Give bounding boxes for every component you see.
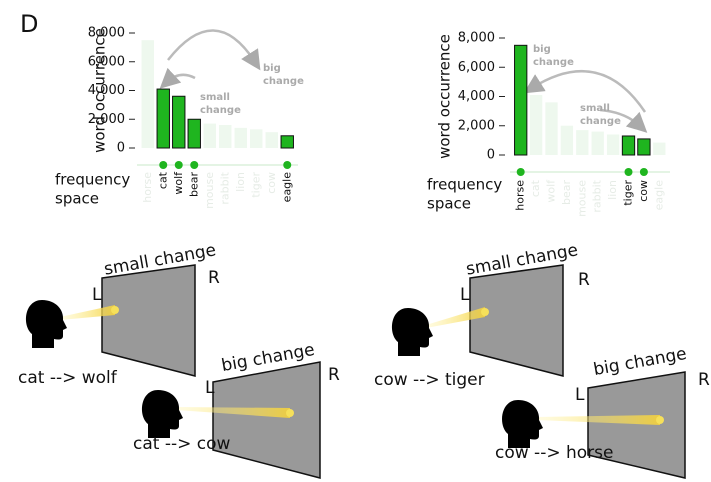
x-tick-label: cow xyxy=(637,180,650,202)
figure: D word occurrence 0 2,000 4,000 6,000 8,000 ho… xyxy=(0,0,711,482)
light-spot xyxy=(111,306,119,314)
bar xyxy=(530,95,542,155)
y-tick-label: 6,000 xyxy=(458,60,495,75)
head xyxy=(142,390,183,438)
screen xyxy=(102,265,195,376)
bar xyxy=(561,126,573,155)
x-tick-label: bear xyxy=(560,180,573,205)
annotation: change xyxy=(263,76,304,87)
x-tick-label: cow xyxy=(265,172,278,194)
screen xyxy=(470,265,563,376)
y-tick-label: 0 xyxy=(117,141,125,156)
bar xyxy=(638,139,650,155)
panel-label: D xyxy=(20,10,38,38)
bar xyxy=(592,132,604,155)
category-dot xyxy=(190,161,198,169)
right-label: R xyxy=(208,268,220,288)
bar xyxy=(622,136,634,155)
right-label: R xyxy=(578,270,590,290)
head xyxy=(392,308,433,356)
bar xyxy=(607,135,619,155)
x-tick-label: cat xyxy=(156,171,169,189)
bar xyxy=(173,96,185,148)
bar xyxy=(235,128,247,148)
x-tick-label: rabbit xyxy=(591,179,604,212)
x-tick-label: eagle xyxy=(652,180,665,211)
x-axis-label: frequency xyxy=(427,176,502,194)
x-tick-label: cat xyxy=(529,179,542,197)
annotation: small xyxy=(200,92,230,103)
annotation: big xyxy=(533,44,551,55)
caption: cat --> cow xyxy=(133,434,230,454)
x-tick-label: mouse xyxy=(203,172,216,209)
x-axis-label: frequency xyxy=(55,171,130,189)
x-tick-label: rabbit xyxy=(218,171,231,204)
bar xyxy=(515,45,527,155)
category-dot xyxy=(175,161,183,169)
x-tick-label: mouse xyxy=(575,180,588,217)
right-label: R xyxy=(698,370,710,390)
annotation: change xyxy=(200,105,241,116)
light-spot xyxy=(481,308,489,316)
head xyxy=(502,400,543,448)
x-tick-label: wolf xyxy=(172,171,185,195)
left-label: L xyxy=(92,285,102,305)
y-tick-label: 2,000 xyxy=(458,118,495,133)
x-tick-label: wolf xyxy=(545,179,558,203)
category-dot xyxy=(517,168,525,176)
x-tick-label: lion xyxy=(606,180,619,200)
bar xyxy=(219,125,231,148)
x-tick-label: eagle xyxy=(280,172,293,203)
left-label: L xyxy=(575,385,585,405)
x-tick-label: bear xyxy=(187,172,200,197)
bar xyxy=(653,143,665,155)
category-dot xyxy=(159,161,167,169)
caption: cow --> tiger xyxy=(374,370,485,390)
annotation: small xyxy=(580,103,610,114)
y-tick-label: 2,000 xyxy=(88,112,125,127)
y-tick-label: 0 xyxy=(487,148,495,163)
caption: cow --> horse xyxy=(495,443,613,463)
x-tick-label: tiger xyxy=(249,172,262,198)
bar xyxy=(204,124,216,148)
bar xyxy=(576,130,588,155)
bar xyxy=(188,119,200,148)
head xyxy=(26,300,67,348)
x-tick-label: lion xyxy=(234,172,247,192)
annotation: change xyxy=(533,57,574,68)
x-tick-label: horse xyxy=(141,172,154,203)
category-dot xyxy=(640,168,648,176)
y-tick-label: 6,000 xyxy=(88,54,125,69)
bar xyxy=(250,129,262,148)
bar xyxy=(266,132,278,148)
y-tick-label: 4,000 xyxy=(458,89,495,104)
annotation: change xyxy=(580,116,621,127)
y-tick-label: 8,000 xyxy=(458,31,495,46)
caption: cat --> wolf xyxy=(18,368,118,388)
x-tick-label: tiger xyxy=(622,180,635,206)
left-label: L xyxy=(460,285,470,305)
x-tick-label: horse xyxy=(514,180,527,211)
category-dot xyxy=(283,161,291,169)
screen xyxy=(213,362,320,478)
x-axis-label: space xyxy=(55,190,99,208)
y-tick-label: 4,000 xyxy=(88,83,125,98)
annotation: big xyxy=(263,63,281,74)
right-label: R xyxy=(328,365,340,385)
bar xyxy=(281,136,293,148)
light-spot xyxy=(656,416,664,424)
y-axis-label: word occurrence xyxy=(436,34,454,159)
y-tick-label: 8,000 xyxy=(88,26,125,41)
bar xyxy=(157,89,169,148)
left-label: L xyxy=(205,378,215,398)
x-axis-label: space xyxy=(427,195,471,213)
bar xyxy=(142,40,154,148)
bar xyxy=(545,102,557,155)
light-spot xyxy=(286,409,294,417)
category-dot xyxy=(625,168,633,176)
